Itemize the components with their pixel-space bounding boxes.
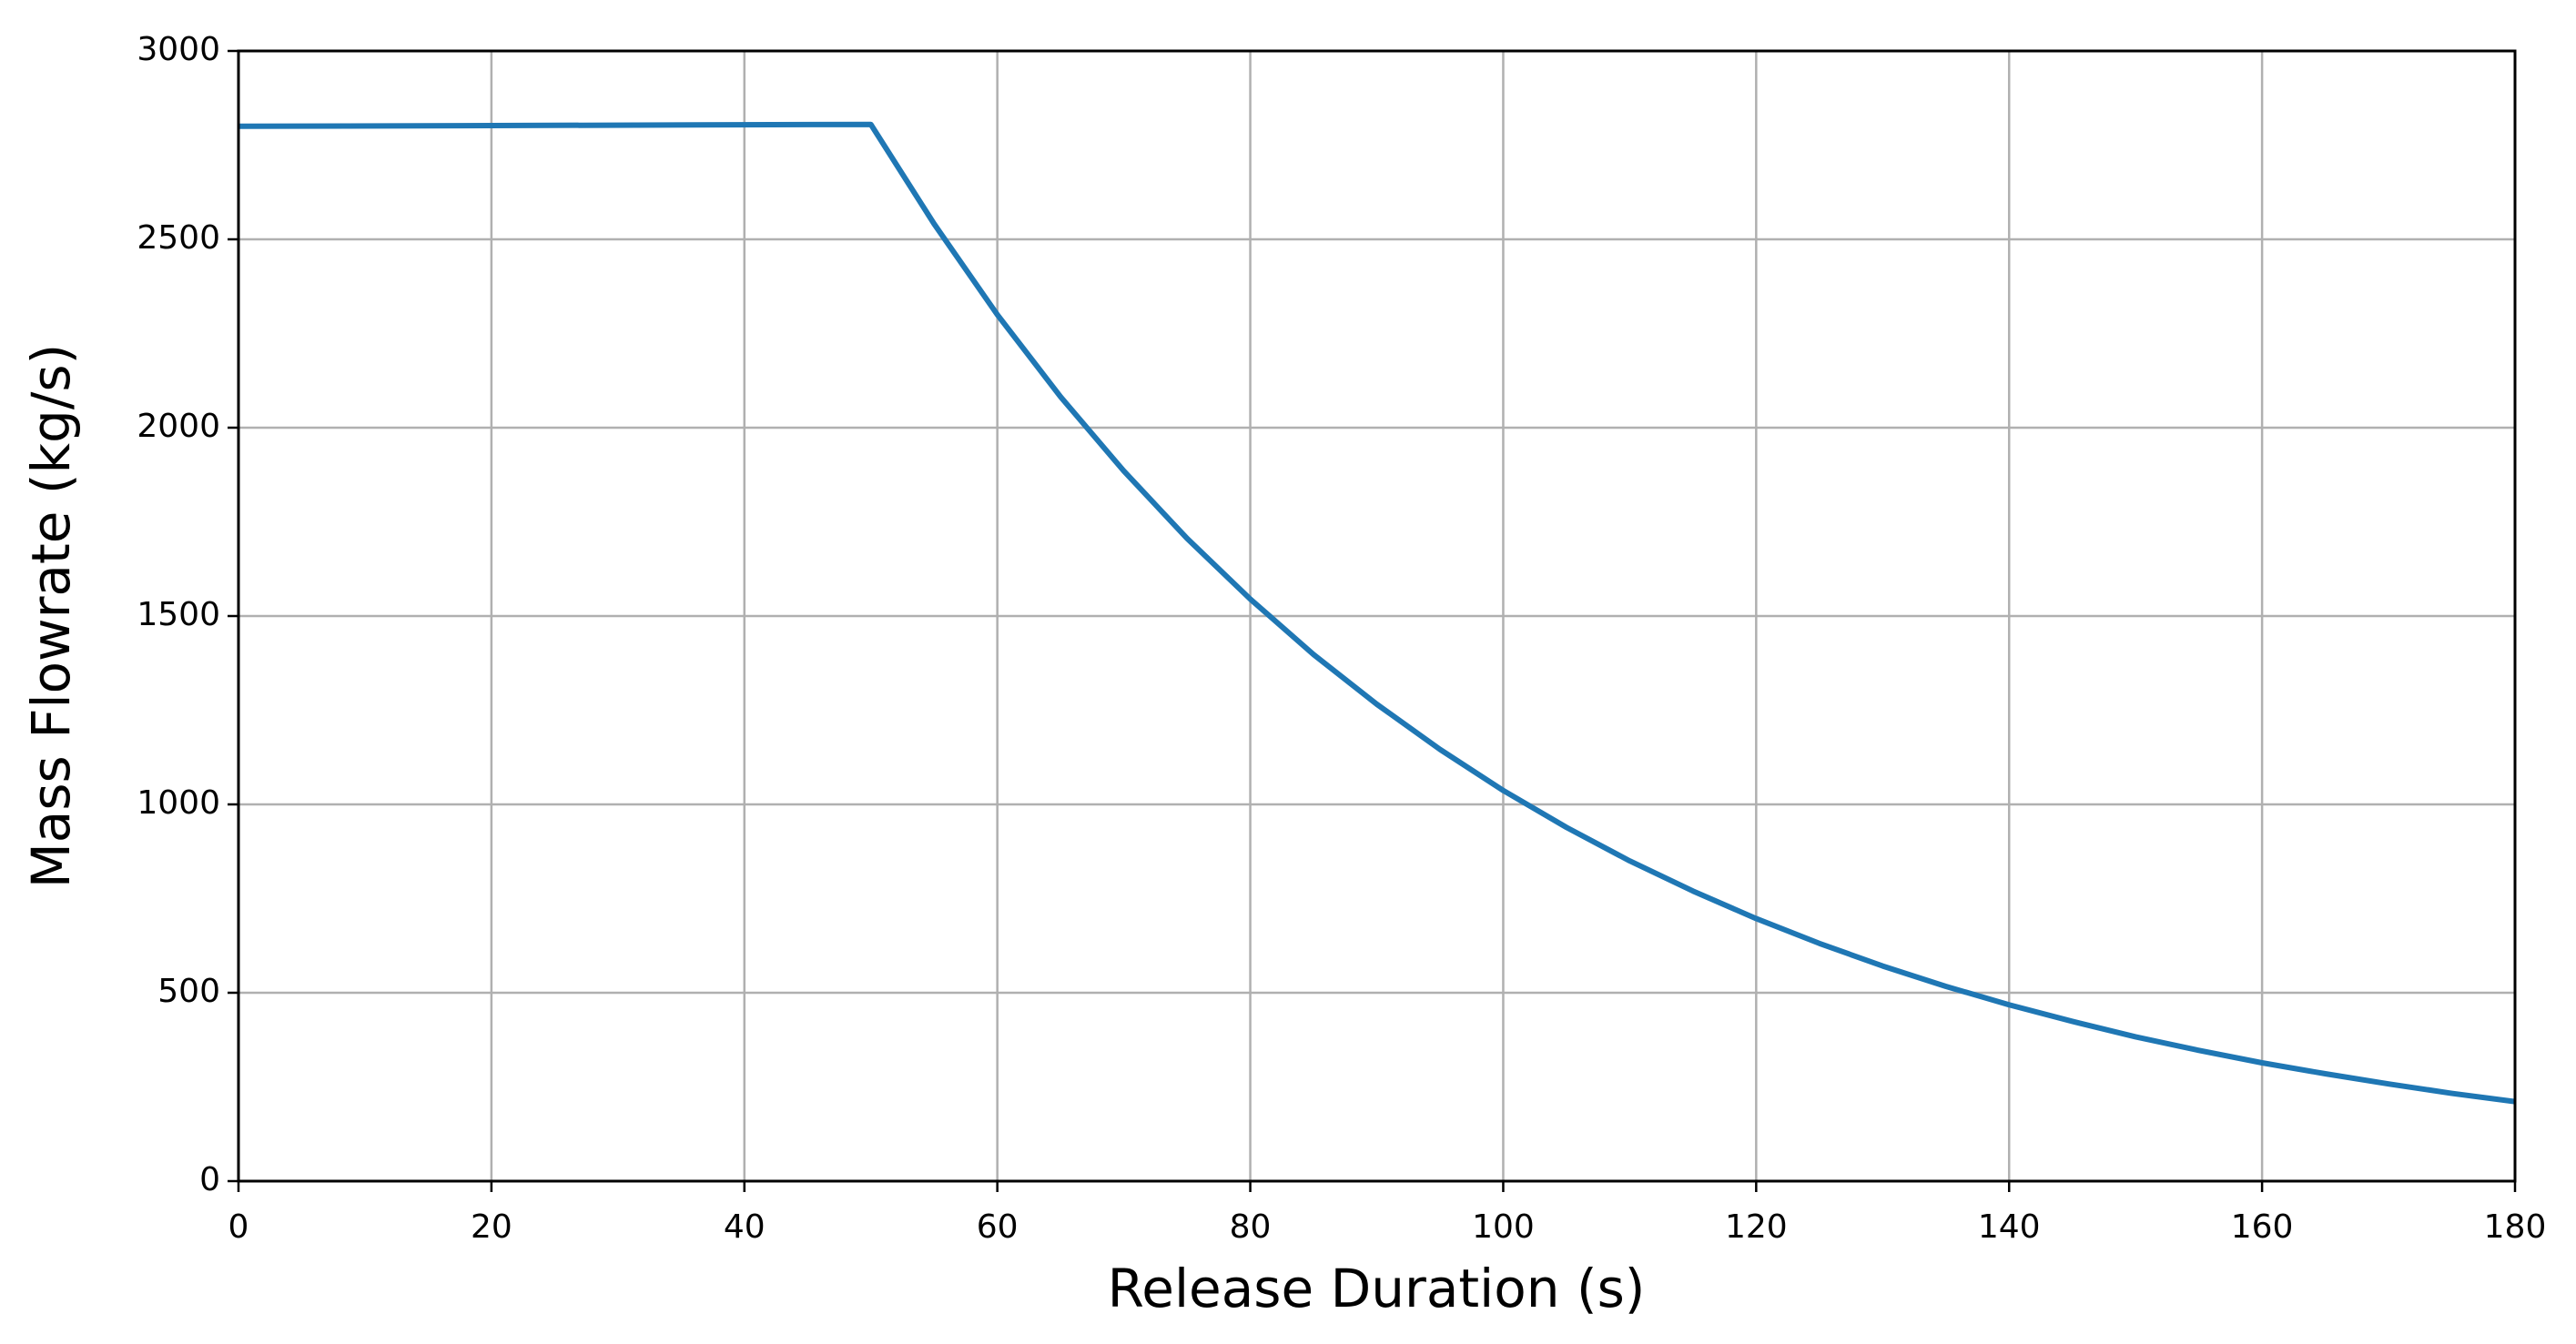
- y-tick-label: 2500: [137, 219, 220, 257]
- x-tick-label: 120: [1725, 1208, 1788, 1246]
- y-tick-label: 3000: [137, 31, 220, 68]
- y-tick-label: 1000: [137, 784, 220, 822]
- x-axis-label: Release Duration (s): [1108, 1258, 1646, 1319]
- y-tick-label: 0: [199, 1161, 220, 1198]
- x-tick-label: 180: [2484, 1208, 2547, 1246]
- x-tick-label: 60: [977, 1208, 1019, 1246]
- data-line: [238, 121, 2516, 1105]
- x-tick-label: 80: [1230, 1208, 1272, 1246]
- y-axis-label: Mass Flowrate (kg/s): [20, 344, 82, 889]
- x-tick-label: 100: [1472, 1208, 1535, 1246]
- x-tick-label: 20: [471, 1208, 512, 1246]
- x-tick-label: 0: [228, 1208, 249, 1246]
- y-tick-label: 1500: [137, 596, 220, 633]
- y-tick-label: 500: [157, 973, 220, 1010]
- x-tick-label: 160: [2231, 1208, 2294, 1246]
- x-tick-label: 140: [1978, 1208, 2041, 1246]
- y-tick-label: 2000: [137, 408, 220, 445]
- plot-frame: [237, 49, 2517, 1183]
- x-tick-label: 40: [724, 1208, 766, 1246]
